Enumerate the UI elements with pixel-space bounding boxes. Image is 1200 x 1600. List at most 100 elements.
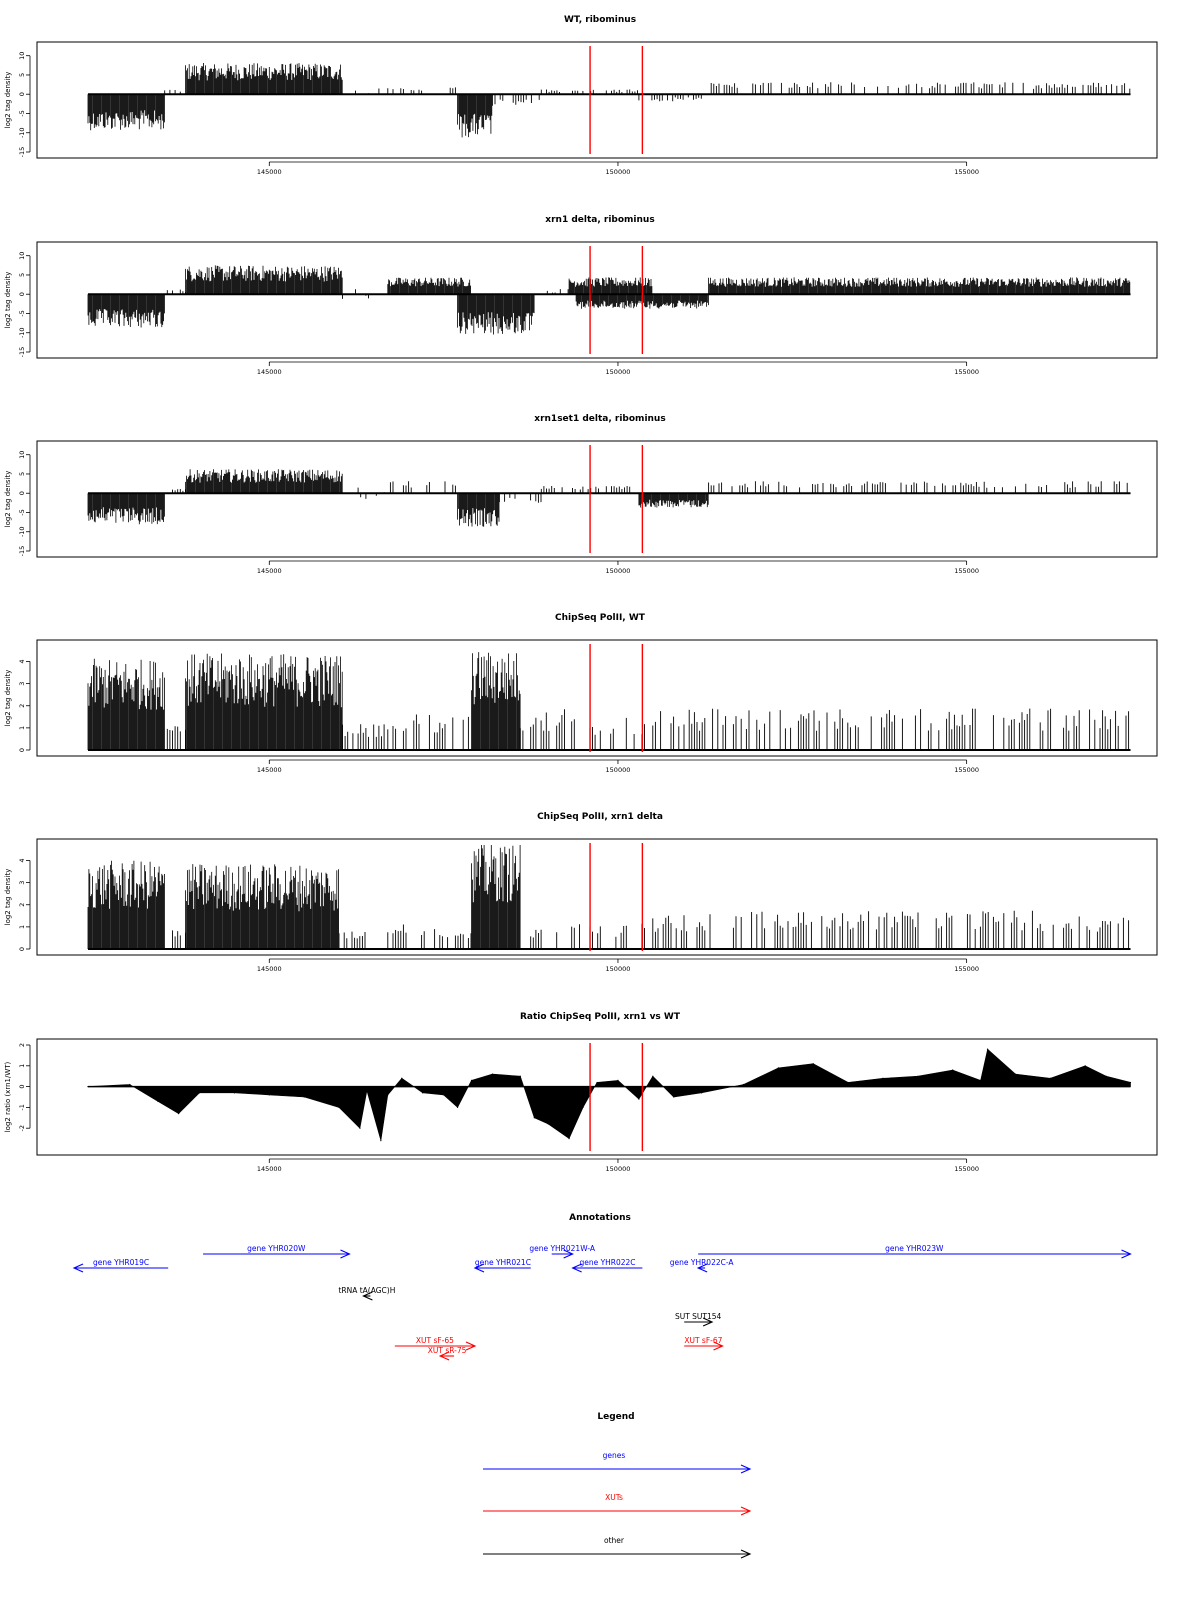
bar-segment-1 <box>87 493 165 525</box>
y-tick-label: 2 <box>18 1043 26 1047</box>
bar-segment-8 <box>568 277 653 295</box>
x-tick-label: 145000 <box>257 168 282 176</box>
arrowhead-left <box>438 1351 450 1361</box>
y-tick-label: -10 <box>18 127 26 138</box>
bar-segment-6 <box>457 294 535 335</box>
ratio-point <box>87 1086 89 1088</box>
bar-segment-5 <box>387 924 472 949</box>
ratio-point <box>742 1083 745 1086</box>
y-axis-label: log2 tag density <box>4 670 12 727</box>
data-bars <box>87 469 1131 527</box>
x-tick-label: 145000 <box>257 1165 282 1173</box>
ratio-point <box>470 1079 473 1081</box>
legend-entry-genes: genes <box>483 1451 752 1474</box>
ratio-point <box>359 1127 361 1129</box>
y-tick-label: 1 <box>18 1064 26 1068</box>
ratio-point <box>443 1094 445 1096</box>
panel-1: WT, ribominus -15 -10 -5 0 5 10 log2 tag densit… <box>4 15 1158 176</box>
y-tick-label: 4 <box>18 659 26 663</box>
feature-sut-sut154: SUT SUT154 <box>675 1312 722 1327</box>
arrowhead-right <box>702 1317 714 1327</box>
bar-segment-9 <box>652 910 1130 949</box>
feature-xut-sf-65: XUT sF-65 <box>394 1336 477 1351</box>
y-tick-label: 0 <box>18 292 26 296</box>
y-tick-label: -2 <box>18 1125 26 1131</box>
bar-segment-2 <box>166 726 186 750</box>
ratio-point <box>366 1090 368 1092</box>
arrowhead-right <box>563 1249 574 1259</box>
arrowhead-right <box>1121 1249 1132 1259</box>
arrowhead-left <box>696 1263 708 1273</box>
y-tick-label: -5 <box>18 110 26 116</box>
y-tick-label: -5 <box>18 509 26 515</box>
data-bars <box>87 845 1131 950</box>
ratio-point <box>387 1094 389 1096</box>
x-tick-label: 145000 <box>257 368 282 376</box>
bar-segment-5 <box>387 87 456 95</box>
y-tick-label: 0 <box>18 748 26 752</box>
bar-segment-1 <box>87 658 165 750</box>
legend-label: other <box>604 1536 625 1545</box>
ratio-point <box>456 1106 459 1108</box>
ratio-point <box>777 1067 779 1069</box>
ratio-point <box>233 1092 236 1094</box>
arrowhead-left <box>362 1291 373 1301</box>
annotations-title: Annotations <box>569 1213 631 1223</box>
plot-frame <box>36 1038 1158 1156</box>
bar-segment-6 <box>471 845 521 949</box>
feature-gene-yhr022c: gene YHR022C <box>571 1258 643 1273</box>
ratio-point <box>1084 1065 1086 1067</box>
x-tick-label: 155000 <box>954 168 979 176</box>
ratio-point <box>582 1106 584 1108</box>
bar-segment-1 <box>87 860 165 949</box>
bar-segment-3 <box>185 63 343 95</box>
ratio-point <box>882 1077 884 1079</box>
bar-segment-3 <box>185 469 343 494</box>
panel-title: ChipSeq PolII, xrn1 delta <box>537 812 663 822</box>
y-tick-label: 5 <box>18 73 26 77</box>
feature-label: gene YHR022C <box>579 1258 635 1267</box>
bar-segment-5 <box>387 714 469 750</box>
feature-gene-yhr023w: gene YHR023W <box>698 1244 1132 1259</box>
legend-entry-other: other <box>483 1536 752 1559</box>
feature-label: gene YHR019C <box>93 1258 149 1267</box>
y-tick-label: -1 <box>18 1104 26 1110</box>
bar-segment-7 <box>498 493 542 503</box>
bar-segment-8 <box>540 89 638 95</box>
legend-arrowhead <box>740 1549 752 1559</box>
ratio-point <box>847 1081 849 1084</box>
y-tick-label: 5 <box>18 472 26 476</box>
panel-6: Ratio ChipSeq PolII, xrn1 vs WT -2 -1 0 1 2 lo… <box>4 1012 1158 1173</box>
bar-segment-4 <box>338 931 366 949</box>
panel-3: xrn1set1 delta, ribominus -15 -10 -5 0 5 10 log… <box>4 414 1158 575</box>
bar-segment-6 <box>457 493 500 527</box>
y-tick-label: 10 <box>18 52 26 60</box>
y-tick-label: 3 <box>18 682 26 686</box>
y-tick-label: -10 <box>18 327 26 338</box>
ratio-point <box>701 1092 703 1094</box>
bar-segment-3 <box>185 265 343 295</box>
feature-label: gene YHR021W-A <box>529 1244 596 1253</box>
data-bars <box>87 265 1131 335</box>
bar-segment-6 <box>457 94 493 138</box>
ratio-area <box>87 1048 1131 1141</box>
bar-segment-2 <box>172 489 186 494</box>
bar-segment-1 <box>87 294 165 328</box>
plot-frame <box>36 41 1158 159</box>
ratio-point <box>652 1075 654 1077</box>
x-tick-label: 150000 <box>606 168 631 176</box>
ratio-point <box>338 1106 340 1108</box>
panel-title: xrn1set1 delta, ribominus <box>534 414 665 424</box>
x-tick-label: 155000 <box>954 965 979 973</box>
ratio-point <box>1105 1075 1107 1077</box>
feature-label: XUT sF-65 <box>416 1336 454 1345</box>
y-tick-label: -15 <box>18 546 26 557</box>
y-tick-label: 0 <box>18 491 26 495</box>
y-axis-label: log2 tag density <box>4 869 12 926</box>
ratio-point <box>533 1117 535 1119</box>
feature-label: gene YHR020W <box>247 1244 306 1253</box>
feature-label: gene YHR021C <box>475 1258 531 1267</box>
feature-label: SUT SUT154 <box>675 1312 722 1321</box>
y-tick-label: -15 <box>18 347 26 358</box>
ratio-point <box>268 1094 270 1096</box>
